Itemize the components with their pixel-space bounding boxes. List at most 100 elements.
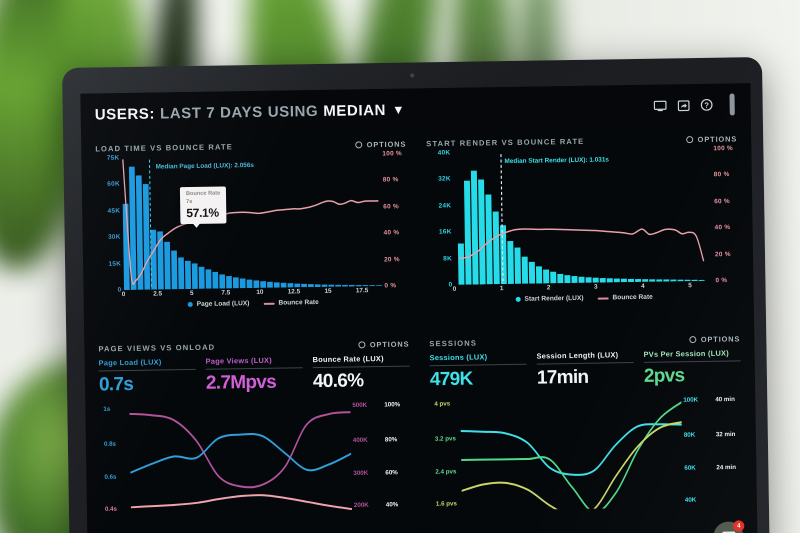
y-tick: 2.4 pvs [435, 467, 457, 476]
y2-tick-pct: 80% [384, 436, 398, 444]
options-button[interactable]: OPTIONS [355, 139, 407, 150]
bar [308, 284, 314, 288]
y2-tick: 20 % [383, 255, 400, 264]
y-tick: 16K [438, 228, 452, 236]
metric-card-sessions[interactable]: Sessions (LUX) 479K [430, 352, 528, 390]
share-icon[interactable] [677, 99, 690, 111]
y-tick: 0.6s [104, 473, 117, 481]
y2-tick-pct: 100% [384, 401, 401, 409]
metric-card-page-views[interactable]: Page Views (LUX) 2.7Mpvs [206, 355, 304, 394]
bar [642, 279, 649, 282]
bar [535, 266, 543, 284]
y-axis-right: 500K 100% 400K 80% 300K 60% 200K 40% [350, 396, 412, 513]
tooltip-label: Bounce Rate [185, 190, 221, 198]
y2-tick-k: 200K [353, 501, 369, 509]
panel-title: SESSIONS [429, 338, 478, 349]
bar [628, 278, 634, 283]
options-button[interactable]: OPTIONS [686, 134, 737, 144]
plot-area [121, 154, 382, 291]
bar [592, 277, 599, 283]
y-tick: 60K [107, 180, 120, 189]
y-tick: 4 pvs [434, 400, 451, 408]
metric-card-page-load[interactable]: Page Load (LUX) 0.7s [99, 357, 197, 395]
metric-card-session-length[interactable]: Session Length (LUX) 17min [537, 350, 635, 389]
legend-line-icon [263, 302, 275, 305]
webcam-icon [410, 73, 415, 78]
chevron-down-icon[interactable]: ▾ [394, 101, 403, 117]
x-tick: 0 [452, 285, 457, 293]
bar [578, 276, 585, 283]
y-tick: 30K [107, 233, 121, 241]
y-tick: 40K [437, 149, 451, 157]
y2-tick-k: 80K [683, 431, 696, 439]
bar [239, 278, 246, 289]
bar [620, 278, 627, 283]
bar [335, 284, 342, 287]
y2-tick: 40 % [714, 224, 731, 232]
panel-page-views-vs-onload: PAGE VIEWS VS ONLOAD OPTIONS Page Load (… [90, 330, 421, 533]
legend-item-bars[interactable]: Start Render (LUX) [515, 295, 584, 303]
x-tick: 15 [324, 287, 332, 295]
bar [128, 166, 137, 290]
y2-tick-k: 60K [684, 464, 696, 472]
tooltip-value: 57.1% [186, 205, 219, 221]
scrollbar-handle[interactable] [729, 93, 735, 116]
page-title[interactable]: USERS: LAST 7 DAYS USING MEDIAN ▾ [95, 101, 403, 123]
metric-card-bounce-rate[interactable]: Bounce Rate (LUX) 40.6% [313, 354, 411, 392]
legend-swatch-icon [515, 296, 521, 302]
bar-series [457, 170, 705, 285]
y-axis-left: 40K 32K 24K 16K 8K 0 [426, 149, 454, 288]
legend-item-line[interactable]: Bounce Rate [597, 293, 653, 302]
chart-svg [457, 154, 705, 285]
y2-tick-k: 500K [352, 402, 368, 410]
bar-series [122, 166, 382, 291]
y-axis-left: 1s 0.8s 0.6s 0.4s [99, 400, 131, 516]
y2-tick: 100 % [713, 144, 734, 153]
legend-item-line[interactable]: Bounce Rate [263, 299, 319, 307]
legend-swatch-icon [187, 301, 193, 308]
app-header: USERS: LAST 7 DAYS USING MEDIAN ▾ ? [80, 83, 751, 136]
spark-line [129, 411, 352, 489]
metric-card-pvs-per-session[interactable]: PVs Per Session (LUX) 2pvs [643, 348, 741, 387]
bar [226, 276, 232, 289]
bar [184, 260, 192, 290]
panel-sessions: SESSIONS OPTIONS Sessions (LUX) 479K Ses… [421, 325, 752, 533]
panel-title: LOAD TIME VS BOUNCE RATE [95, 142, 233, 154]
y-tick: 0.8s [103, 440, 117, 448]
options-button[interactable]: OPTIONS [358, 339, 410, 350]
bar [232, 277, 239, 289]
chart-page-views-sparklines: 1s 0.8s 0.6s 0.4s 500K 100% 400K 80% 300… [99, 396, 412, 517]
gear-icon [355, 141, 363, 149]
bar [528, 261, 536, 284]
options-button[interactable]: OPTIONS [689, 334, 740, 344]
help-icon[interactable]: ? [700, 98, 713, 111]
bar [171, 250, 178, 290]
svg-text:?: ? [704, 101, 709, 110]
bar [178, 257, 185, 290]
legend-item-bars[interactable]: Page Load (LUX) [187, 300, 249, 308]
metric-cards: Sessions (LUX) 479K Session Length (LUX)… [430, 348, 742, 390]
panel-title: PAGE VIEWS VS ONLOAD [98, 342, 216, 354]
chart-svg [129, 411, 353, 511]
spark-line [130, 494, 353, 511]
y2-tick: 20 % [714, 250, 731, 258]
legend-label: Bounce Rate [612, 293, 653, 302]
bar [557, 273, 564, 284]
bar [550, 271, 557, 284]
bar [684, 279, 691, 282]
bar [142, 184, 151, 290]
plot-area [452, 149, 713, 285]
y-axis-left: 75K 60K 45K 30K 15K 0 [95, 155, 123, 294]
y2-tick-time: 40 min [715, 396, 735, 404]
y2-tick: 40 % [383, 229, 400, 237]
title-prefix: USERS: [94, 105, 156, 123]
monitor-icon[interactable] [653, 100, 667, 111]
y-tick: 32K [438, 175, 451, 183]
y2-tick-k: 100K [683, 396, 699, 405]
spark-line [460, 401, 683, 511]
y-tick: 1.6 pvs [435, 500, 457, 508]
options-label: OPTIONS [369, 339, 410, 350]
chart-sessions-sparklines: 4 pvs 3.2 pvs 2.4 pvs 1.6 pvs 100K 40 mi… [430, 390, 743, 511]
y2-tick-pct: 40% [385, 501, 399, 509]
options-label: OPTIONS [366, 139, 407, 150]
